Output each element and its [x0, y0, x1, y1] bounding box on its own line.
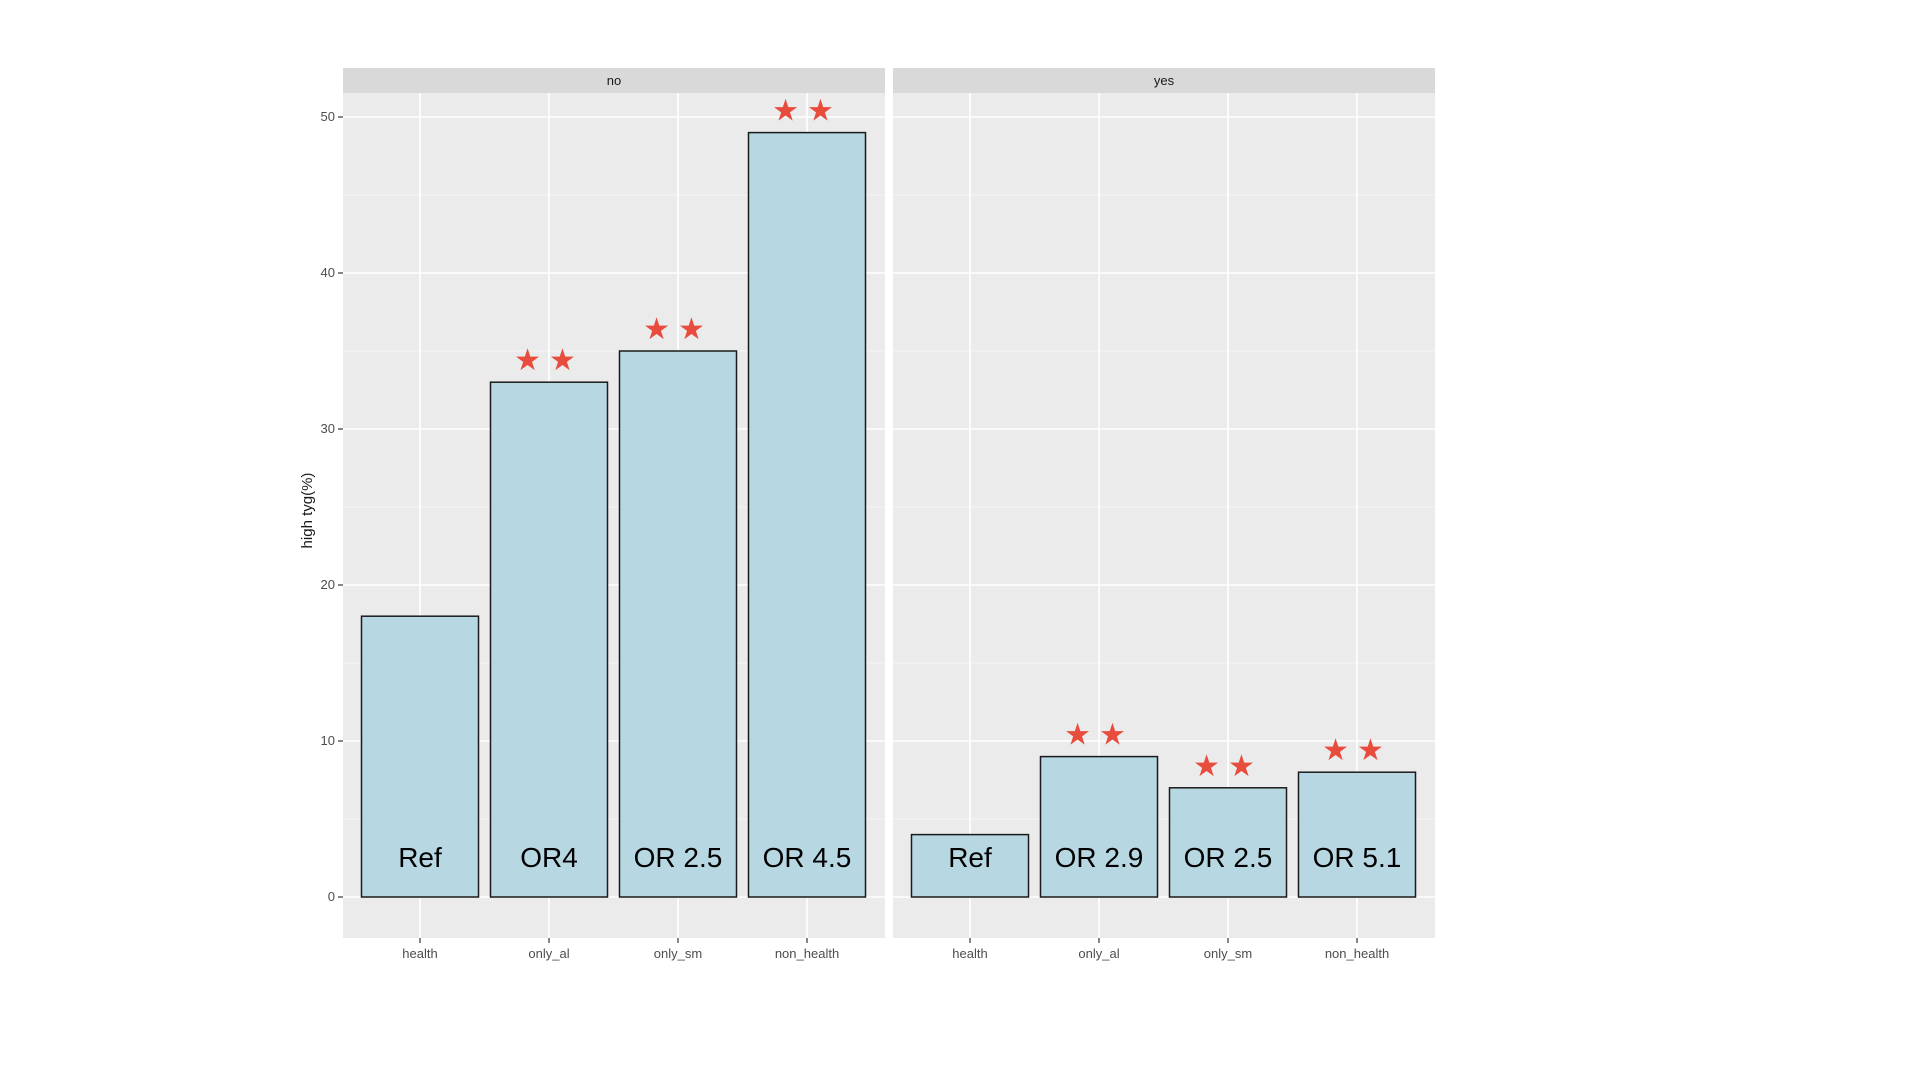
bar-label: OR 4.5	[763, 842, 852, 873]
bar-label: OR 5.1	[1313, 842, 1402, 873]
significance-stars: ★★	[772, 95, 842, 128]
x-tick-label: health	[952, 946, 987, 961]
bar-non_health	[1297, 771, 1417, 898]
y-tick-label: 40	[321, 265, 335, 280]
x-tick-label: only_al	[528, 946, 569, 961]
y-axis-label: high tyg(%)	[299, 473, 316, 549]
significance-stars: ★★	[514, 344, 584, 377]
x-tick-label: only_sm	[654, 946, 702, 961]
bar-label: OR4	[520, 842, 578, 873]
x-tick-label: health	[402, 946, 437, 961]
bar-label: OR 2.5	[1184, 842, 1273, 873]
facet-strip-label: no	[607, 73, 621, 88]
bar-health	[360, 615, 480, 898]
bar-only_al	[489, 381, 609, 898]
facet-strip	[343, 68, 885, 93]
bar-label: OR 2.9	[1055, 842, 1144, 873]
y-tick-label: 50	[321, 109, 335, 124]
y-tick-label: 10	[321, 733, 335, 748]
significance-stars: ★★	[1193, 750, 1263, 783]
y-tick-label: 0	[328, 889, 335, 904]
facet-strip-label: yes	[1154, 73, 1175, 88]
bar-label: Ref	[948, 842, 992, 873]
facet-strip	[893, 68, 1435, 93]
y-tick-label: 20	[321, 577, 335, 592]
significance-stars: ★★	[1064, 719, 1134, 752]
significance-stars: ★★	[1322, 734, 1392, 767]
bar-non_health	[747, 131, 867, 898]
x-tick-label: only_al	[1078, 946, 1119, 961]
x-tick-label: non_health	[775, 946, 839, 961]
bar-only_al	[1039, 755, 1159, 898]
bar-health	[910, 833, 1030, 898]
x-tick-label: non_health	[1325, 946, 1389, 961]
y-tick-label: 30	[321, 421, 335, 436]
bar-label: Ref	[398, 842, 442, 873]
bar-label: OR 2.5	[634, 842, 723, 873]
bar-only_sm	[618, 350, 738, 898]
bar-only_sm	[1168, 787, 1288, 898]
x-tick-label: only_sm	[1204, 946, 1252, 961]
significance-stars: ★★	[643, 313, 713, 346]
